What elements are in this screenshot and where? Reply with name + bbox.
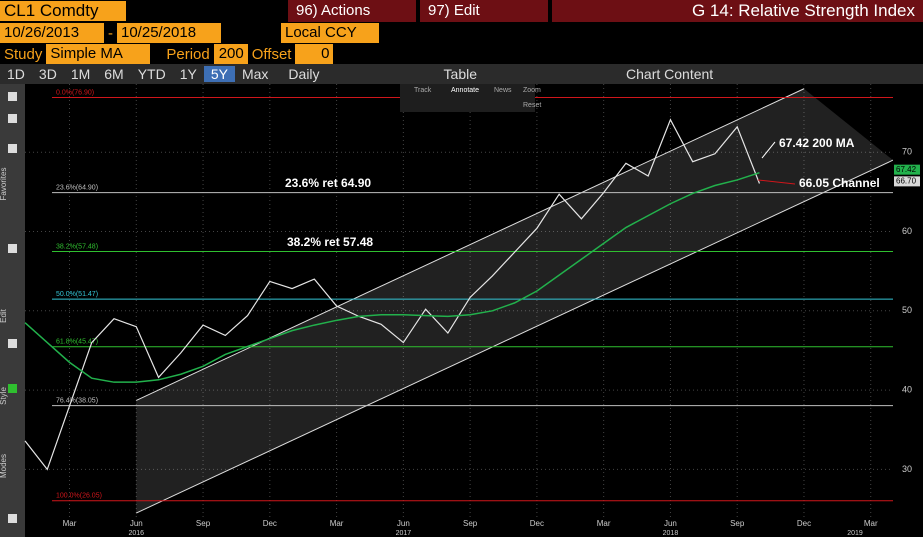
series-line: [24, 171, 760, 383]
tools-bg: [400, 84, 535, 112]
fib-label: 0.0%(76.90): [56, 89, 94, 96]
x-tick-label: Dec: [797, 519, 811, 528]
fib-label: 23.6%(64.90): [56, 184, 98, 191]
y-tick-label: 40: [902, 384, 912, 394]
sidebar-label: Style: [0, 387, 8, 405]
x-tick-label: Sep: [196, 519, 211, 528]
study-bar: Study Simple MA Period 200 Offset 0: [0, 44, 923, 64]
year-label: 2017: [396, 530, 412, 537]
y-tick-label: 60: [902, 226, 912, 236]
period-value[interactable]: 200: [213, 44, 248, 64]
year-label: 2018: [663, 530, 679, 537]
x-tick-label: Sep: [463, 519, 478, 528]
tool-icon[interactable]: [8, 144, 17, 153]
start-date[interactable]: 10/26/2013: [0, 23, 104, 43]
y-tick-label: 70: [902, 147, 912, 157]
edit-menu[interactable]: 97) Edit: [420, 0, 548, 22]
ticker[interactable]: CL1 Comdty: [0, 1, 126, 21]
price-tag-label: 67.42: [896, 165, 917, 174]
channel-line: [136, 159, 893, 514]
x-tick-label: Jun: [397, 519, 410, 528]
x-tick-label: Mar: [330, 519, 344, 528]
tool-icon[interactable]: [8, 339, 17, 348]
y-tick-label: 50: [902, 305, 912, 315]
x-tick-label: Jun: [130, 519, 143, 528]
frequency[interactable]: Daily: [288, 66, 320, 82]
offset-value[interactable]: 0: [295, 44, 334, 64]
channel-line: [136, 88, 805, 401]
annotation: 38.2% ret 57.48: [287, 235, 373, 249]
period-label: Period: [166, 45, 210, 63]
sidebar-label: Favorites: [0, 168, 8, 201]
annotation: 23.6% ret 64.90: [285, 176, 371, 190]
range-tab[interactable]: 6M: [104, 66, 124, 82]
series-line: [24, 118, 761, 471]
tool-icon[interactable]: [8, 244, 17, 253]
arrow: [761, 141, 776, 159]
header-bar: CL1 Comdty 96) Actions 97) Edit G 14: Re…: [0, 0, 923, 22]
currency[interactable]: Local CCY: [281, 23, 379, 43]
x-tick-label: Mar: [597, 519, 611, 528]
tool-button[interactable]: Reset: [523, 102, 541, 109]
actions-menu[interactable]: 96) Actions: [288, 0, 416, 22]
price-tag: [894, 164, 920, 175]
offset-label: Offset: [251, 45, 292, 63]
range-tab[interactable]: 1D: [7, 66, 25, 82]
x-tick-label: Dec: [530, 519, 544, 528]
price-tag-label: 66.70: [896, 176, 917, 185]
sidebar: [0, 84, 25, 537]
range-tab[interactable]: 1M: [70, 66, 91, 82]
fib-label: 76.4%(38.05): [56, 397, 98, 404]
end-date[interactable]: 10/25/2018: [117, 23, 221, 43]
x-tick-label: Dec: [263, 519, 277, 528]
arrow: [757, 179, 796, 185]
x-tick-label: Jun: [664, 519, 677, 528]
year-label: 2019: [847, 530, 863, 537]
fib-label: 50.0%(51.47): [56, 291, 98, 298]
tool-button[interactable]: News: [494, 87, 512, 94]
fib-label: 100.0%(26.05): [56, 493, 102, 500]
x-tick-label: Sep: [730, 519, 745, 528]
function-title: G 14: Relative Strength Index: [552, 0, 923, 22]
x-tick-label: Mar: [864, 519, 878, 528]
chart: Favorites Edit Style Modes 30 40 50 60 70 Mar Jun S…: [0, 84, 920, 537]
range-tab[interactable]: 5Y: [203, 66, 235, 82]
sidebar-label: Modes: [0, 454, 8, 478]
fib-label: 38.2%(57.48): [56, 243, 98, 250]
y-tick-label: 30: [902, 464, 912, 474]
study-label: Study: [4, 45, 43, 63]
date-separator: -: [108, 24, 113, 42]
chart-content[interactable]: Chart Content: [626, 66, 714, 82]
sidebar-label: Edit: [0, 308, 8, 323]
range-tab[interactable]: 3D: [38, 66, 57, 82]
x-tick-label: Mar: [63, 519, 77, 528]
range-tab[interactable]: 1Y: [179, 66, 197, 82]
channel-fill: [136, 88, 893, 514]
tool-button[interactable]: Track: [414, 87, 432, 94]
tool-icon[interactable]: [8, 92, 17, 101]
range-tab[interactable]: YTD: [137, 66, 166, 82]
price-tag: [894, 176, 920, 187]
toolbar: 1D 3D 1M 6M YTD 1Y 5Y Max Daily Table Chart Conten…: [0, 64, 923, 84]
annotation: 67.42 200 MA: [779, 136, 855, 150]
range-tab[interactable]: Max: [241, 66, 269, 82]
annotation: 66.05 Channel: [799, 176, 880, 190]
study-name[interactable]: Simple MA: [46, 44, 151, 64]
chart-tools: Track Annotate News Zoom Reset: [400, 84, 541, 112]
tool-button[interactable]: Annotate: [451, 87, 479, 94]
year-label: 2016: [128, 530, 144, 537]
date-bar: 10/26/2013 - 10/25/2018 Local CCY: [0, 22, 923, 44]
table-button[interactable]: Table: [443, 66, 478, 82]
tool-button[interactable]: Zoom: [523, 87, 541, 94]
tool-icon[interactable]: [8, 114, 17, 123]
fib-label: 61.8%(45.47): [56, 339, 98, 346]
tool-icon[interactable]: [8, 514, 17, 523]
tool-icon[interactable]: [8, 384, 17, 393]
